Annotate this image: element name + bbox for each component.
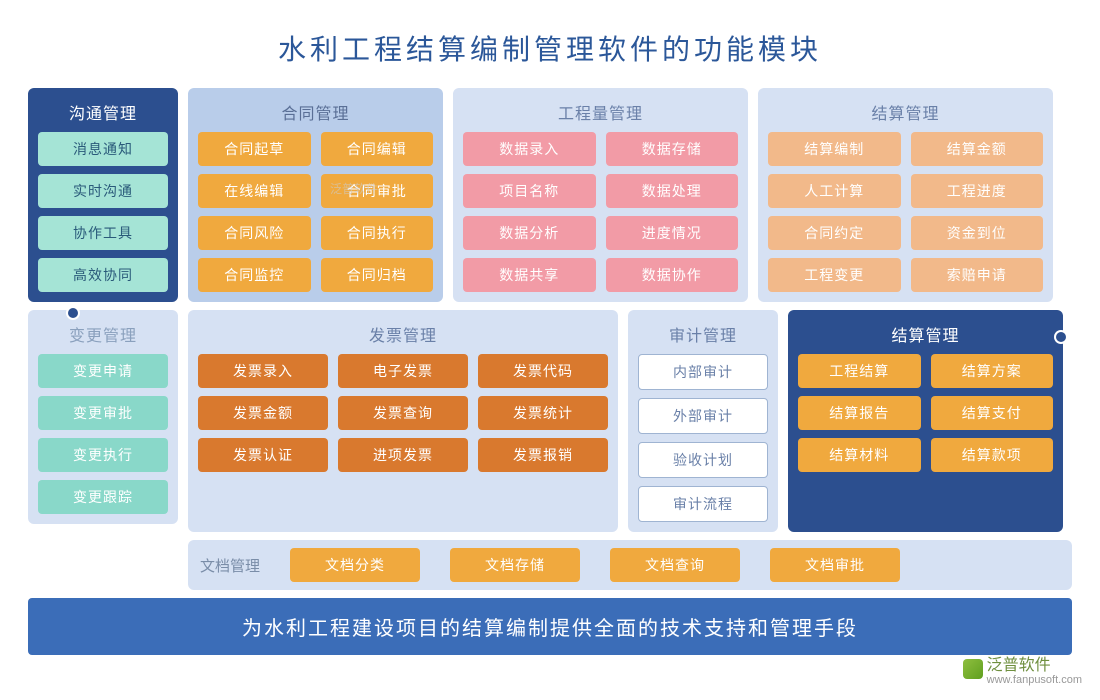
module-item: 数据存储: [606, 132, 739, 166]
row-2: 变更管理变更申请变更审批变更执行变更跟踪发票管理发票录入电子发票发票代码发票金额…: [28, 310, 1072, 590]
module-contract: 合同管理合同起草合同编辑在线编辑合同审批合同风险合同执行合同监控合同归档: [188, 88, 443, 302]
module-items: 消息通知实时沟通协作工具高效协同: [38, 132, 168, 292]
module-quantity: 工程量管理数据录入数据存储项目名称数据处理数据分析进度情况数据共享数据协作: [453, 88, 748, 302]
watermark-name: 泛普软件: [987, 657, 1051, 674]
watermark-url: www.fanpusoft.com: [987, 675, 1082, 686]
module-item: 合同审批: [321, 174, 434, 208]
module-item: 项目名称: [463, 174, 596, 208]
module-title: 工程量管理: [558, 96, 643, 132]
module-item: 合同约定: [768, 216, 901, 250]
row-1: 沟通管理消息通知实时沟通协作工具高效协同合同管理合同起草合同编辑在线编辑合同审批…: [28, 88, 1072, 302]
module-item: 索赔申请: [911, 258, 1044, 292]
module-item: 变更审批: [38, 396, 168, 430]
module-item: 文档审批: [770, 548, 900, 582]
module-item: 协作工具: [38, 216, 168, 250]
module-item: 合同监控: [198, 258, 311, 292]
module-item: 发票查询: [338, 396, 468, 430]
watermark-corner: 泛普软件 www.fanpusoft.com: [963, 651, 1082, 686]
module-item: 消息通知: [38, 132, 168, 166]
module-item: 数据处理: [606, 174, 739, 208]
module-item: 结算支付: [931, 396, 1054, 430]
module-item: 外部审计: [638, 398, 768, 434]
module-item: 合同起草: [198, 132, 311, 166]
module-item: 变更申请: [38, 354, 168, 388]
module-item: 审计流程: [638, 486, 768, 522]
module-title: 发票管理: [369, 318, 437, 354]
module-item: 数据分析: [463, 216, 596, 250]
module-change: 变更管理变更申请变更审批变更执行变更跟踪: [28, 310, 178, 524]
module-title: 变更管理: [69, 318, 137, 354]
module-settlement: 结算管理结算编制结算金额人工计算工程进度合同约定资金到位工程变更索赔申请: [758, 88, 1053, 302]
page-title: 水利工程结算编制管理软件的功能模块: [0, 0, 1100, 88]
module-item: 合同归档: [321, 258, 434, 292]
module-title: 结算管理: [891, 318, 959, 354]
module-items: 数据录入数据存储项目名称数据处理数据分析进度情况数据共享数据协作: [463, 132, 738, 292]
module-item: 实时沟通: [38, 174, 168, 208]
module-item: 结算材料: [798, 438, 921, 472]
module-item: 人工计算: [768, 174, 901, 208]
module-item: 数据共享: [463, 258, 596, 292]
module-item: 合同编辑: [321, 132, 434, 166]
connector-dot: [68, 308, 78, 318]
module-item: 合同执行: [321, 216, 434, 250]
modules-grid: 沟通管理消息通知实时沟通协作工具高效协同合同管理合同起草合同编辑在线编辑合同审批…: [0, 88, 1100, 590]
module-items: 变更申请变更审批变更执行变更跟踪: [38, 354, 168, 514]
module-item: 发票录入: [198, 354, 328, 388]
row2-right-column: 发票管理发票录入电子发票发票代码发票金额发票查询发票统计发票认证进项发票发票报销…: [188, 310, 1072, 590]
module-item: 进度情况: [606, 216, 739, 250]
module-invoice: 发票管理发票录入电子发票发票代码发票金额发票查询发票统计发票认证进项发票发票报销: [188, 310, 618, 532]
module-item: 高效协同: [38, 258, 168, 292]
module-item: 文档查询: [610, 548, 740, 582]
module-item: 验收计划: [638, 442, 768, 478]
module-audit: 审计管理内部审计外部审计验收计划审计流程: [628, 310, 778, 532]
module-item: 结算款项: [931, 438, 1054, 472]
module-items: 发票录入电子发票发票代码发票金额发票查询发票统计发票认证进项发票发票报销: [198, 354, 608, 472]
module-communication: 沟通管理消息通知实时沟通协作工具高效协同: [28, 88, 178, 302]
module-item: 变更执行: [38, 438, 168, 472]
module-item: 资金到位: [911, 216, 1044, 250]
module-items: 合同起草合同编辑在线编辑合同审批合同风险合同执行合同监控合同归档: [198, 132, 433, 292]
module-title: 沟通管理: [69, 96, 137, 132]
module-item: 文档分类: [290, 548, 420, 582]
module-item: 数据录入: [463, 132, 596, 166]
module-title: 合同管理: [281, 96, 349, 132]
module-item: 变更跟踪: [38, 480, 168, 514]
module-item: 合同风险: [198, 216, 311, 250]
module-item: 结算报告: [798, 396, 921, 430]
module-item: 数据协作: [606, 258, 739, 292]
logo-icon: [963, 659, 983, 679]
module-title: 审计管理: [669, 318, 737, 354]
module-item: 工程进度: [911, 174, 1044, 208]
module-item: 结算金额: [911, 132, 1044, 166]
module-item: 发票统计: [478, 396, 608, 430]
module-item: 发票认证: [198, 438, 328, 472]
module-item: 内部审计: [638, 354, 768, 390]
row2-top-strip: 发票管理发票录入电子发票发票代码发票金额发票查询发票统计发票认证进项发票发票报销…: [188, 310, 1072, 532]
module-item: 结算方案: [931, 354, 1054, 388]
module-title: 文档管理: [200, 555, 260, 576]
module-items: 工程结算结算方案结算报告结算支付结算材料结算款项: [798, 354, 1053, 472]
module-document: 文档管理 文档分类文档存储文档查询文档审批: [188, 540, 1072, 590]
module-title: 结算管理: [871, 96, 939, 132]
module-item: 文档存储: [450, 548, 580, 582]
module-item: 发票金额: [198, 396, 328, 430]
module-settlement2: 结算管理工程结算结算方案结算报告结算支付结算材料结算款项: [788, 310, 1063, 532]
module-item: 工程结算: [798, 354, 921, 388]
module-item: 发票代码: [478, 354, 608, 388]
module-item: 在线编辑: [198, 174, 311, 208]
module-items: 内部审计外部审计验收计划审计流程: [638, 354, 768, 522]
module-item: 结算编制: [768, 132, 901, 166]
footer-banner: 为水利工程建设项目的结算编制提供全面的技术支持和管理手段: [28, 598, 1072, 655]
module-item: 发票报销: [478, 438, 608, 472]
module-items: 结算编制结算金额人工计算工程进度合同约定资金到位工程变更索赔申请: [768, 132, 1043, 292]
module-item: 电子发票: [338, 354, 468, 388]
module-item: 工程变更: [768, 258, 901, 292]
connector-dot: [1056, 332, 1066, 342]
module-item: 进项发票: [338, 438, 468, 472]
